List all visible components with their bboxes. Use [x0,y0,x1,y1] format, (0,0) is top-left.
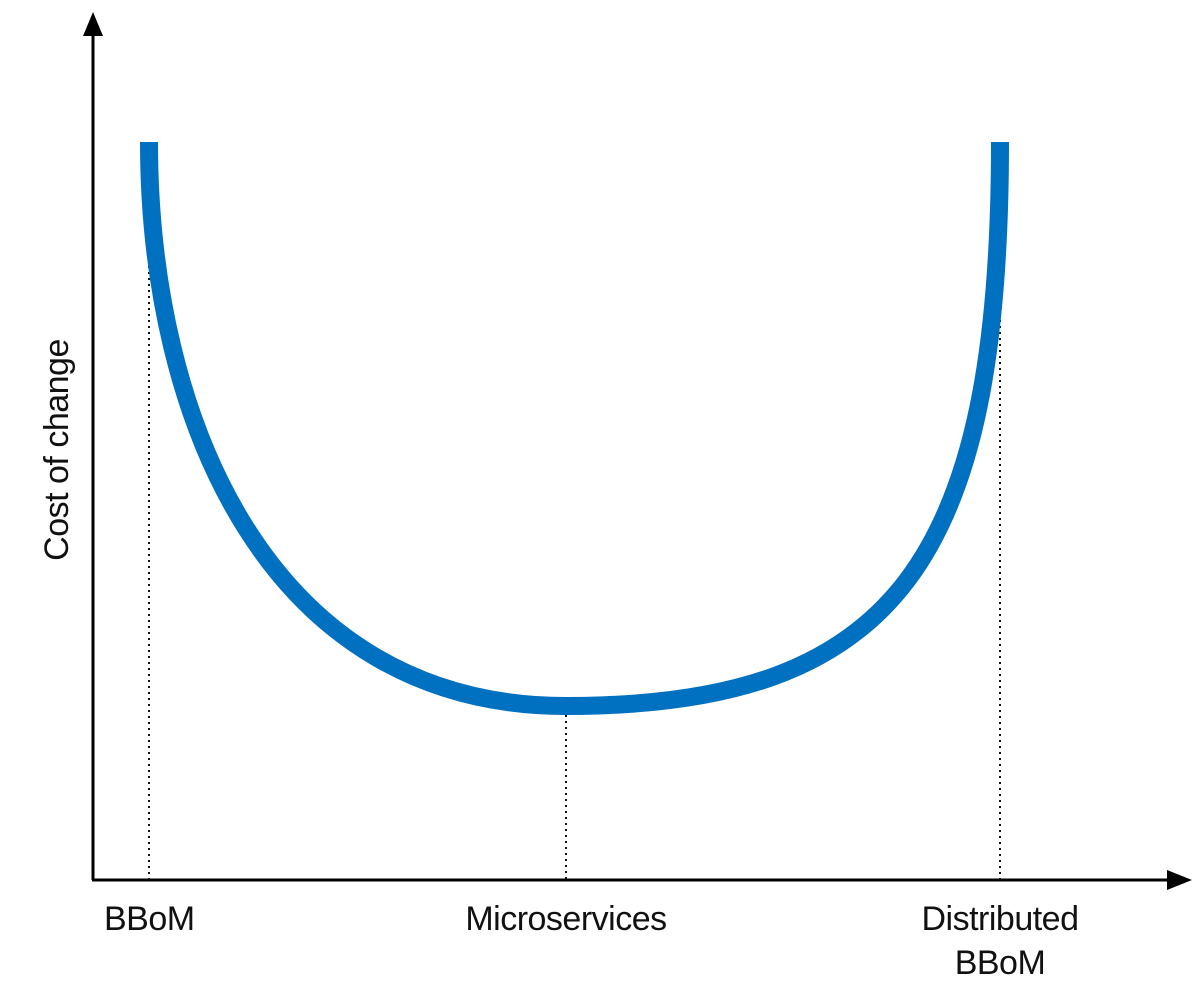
axes [83,12,1192,890]
x-tick-label: BBoM [104,900,195,938]
x-tick-label: Microservices [465,900,666,938]
y-axis-arrowhead [83,12,103,36]
guide-lines [148,182,1001,880]
x-axis-arrowhead [1167,870,1192,890]
cost-of-change-curve [140,141,1009,715]
x-tick-label: Distributed BBoM [921,900,1078,982]
x-tick-labels: BBoM Microservices Distributed BBoM [104,900,1079,982]
y-axis-label: Cost of change [38,339,76,561]
